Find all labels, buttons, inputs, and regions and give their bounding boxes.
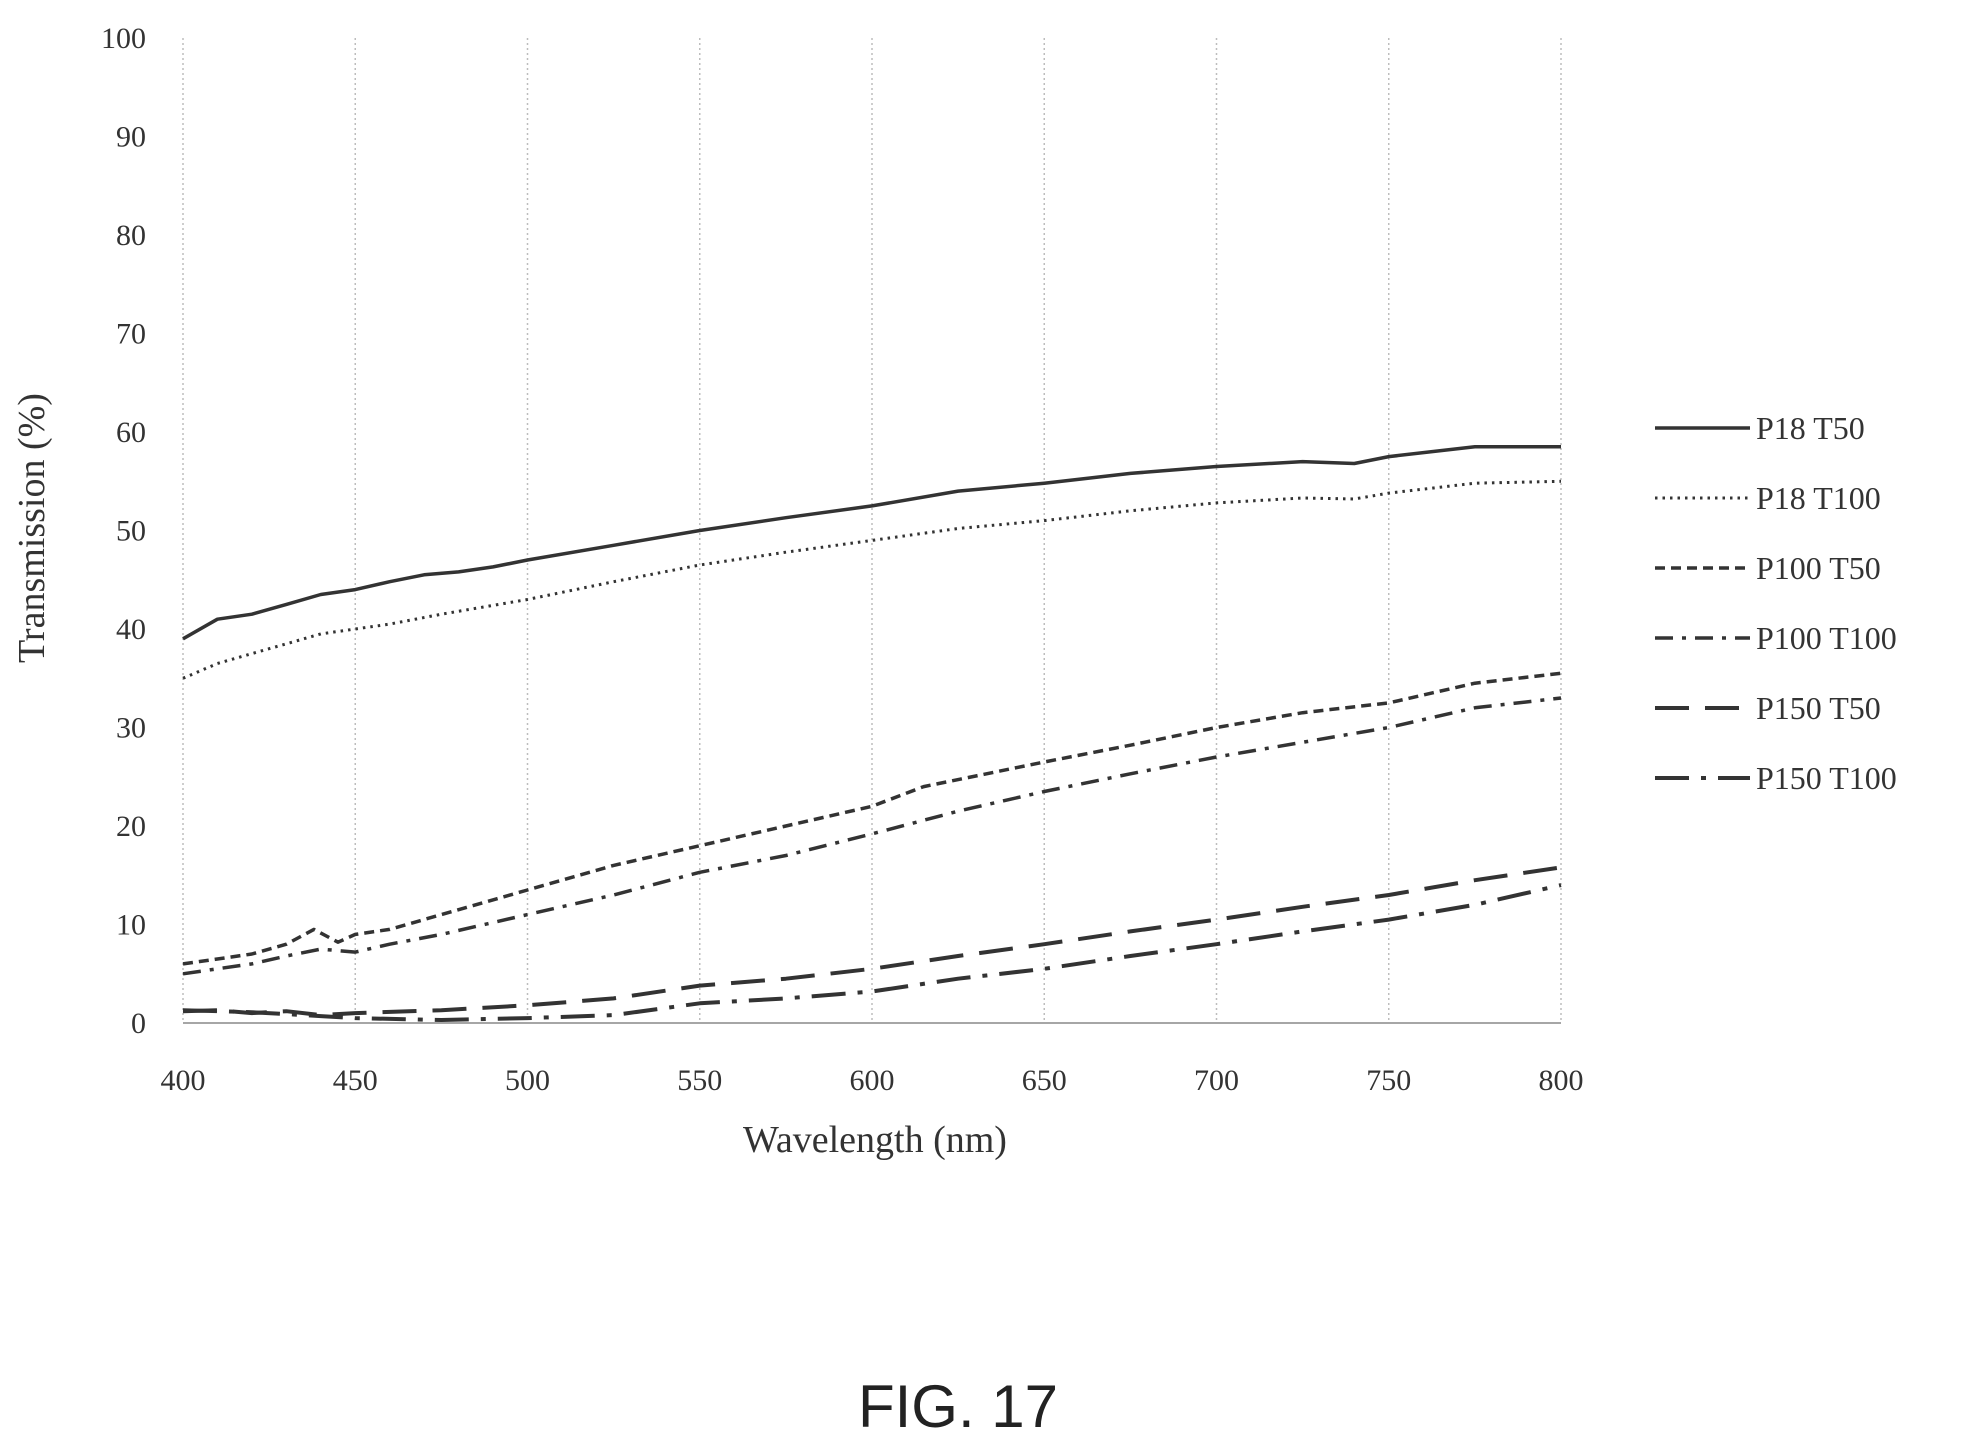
legend-label: P100 T100 [1756, 620, 1897, 656]
legend: P18 T50 P18 T100 P100 T50 P100 T100 P150 T50… [1655, 410, 1897, 796]
x-tick-label: 750 [1366, 1064, 1411, 1097]
y-tick-label: 20 [116, 810, 146, 843]
y-tick-label: 40 [116, 613, 146, 646]
series-line-p18-t100 [182, 479, 1562, 680]
series-line-p150-t100 [182, 883, 1562, 1022]
y-tick-label: 10 [116, 909, 146, 942]
legend-label: P18 T100 [1756, 480, 1881, 516]
x-tick-label: 550 [677, 1064, 722, 1097]
y-tick-labels: 0 10 20 30 40 50 60 70 80 90 100 [101, 22, 146, 1040]
y-tick-label: 0 [131, 1007, 146, 1040]
x-axis-title: Wavelength (nm) [743, 1119, 1007, 1161]
series-line-p18-t50 [182, 445, 1561, 641]
legend-label: P150 T50 [1756, 690, 1881, 726]
x-tick-label: 500 [505, 1064, 550, 1097]
y-tick-label: 70 [116, 318, 146, 351]
figure-label: FIG. 17 [858, 1373, 1058, 1440]
y-tick-label: 30 [116, 712, 146, 745]
x-tick-label: 650 [1022, 1064, 1067, 1097]
y-tick-label: 60 [116, 416, 146, 449]
x-tick-label: 400 [161, 1064, 206, 1097]
y-axis-title: Transmission (%) [11, 393, 53, 663]
x-tick-label: 800 [1539, 1064, 1584, 1097]
legend-label: P18 T50 [1756, 410, 1865, 446]
legend-label: P100 T50 [1756, 550, 1881, 586]
x-tick-label: 700 [1194, 1064, 1239, 1097]
y-tick-label: 80 [116, 219, 146, 252]
x-tick-label: 450 [333, 1064, 378, 1097]
x-tick-labels: 400 450 500 550 600 650 700 750 800 [161, 1064, 1584, 1097]
series-line-p100-t50 [182, 671, 1562, 966]
y-tick-label: 90 [116, 121, 146, 154]
series-line-p150-t50 [182, 865, 1562, 1018]
legend-label: P150 T100 [1756, 760, 1897, 796]
y-tick-label: 50 [116, 515, 146, 548]
x-tick-label: 600 [850, 1064, 895, 1097]
y-tick-label: 100 [101, 22, 146, 55]
grid-layer [182, 38, 1562, 1023]
series-line-p100-t100 [182, 696, 1562, 976]
series-layer [182, 445, 1562, 1022]
